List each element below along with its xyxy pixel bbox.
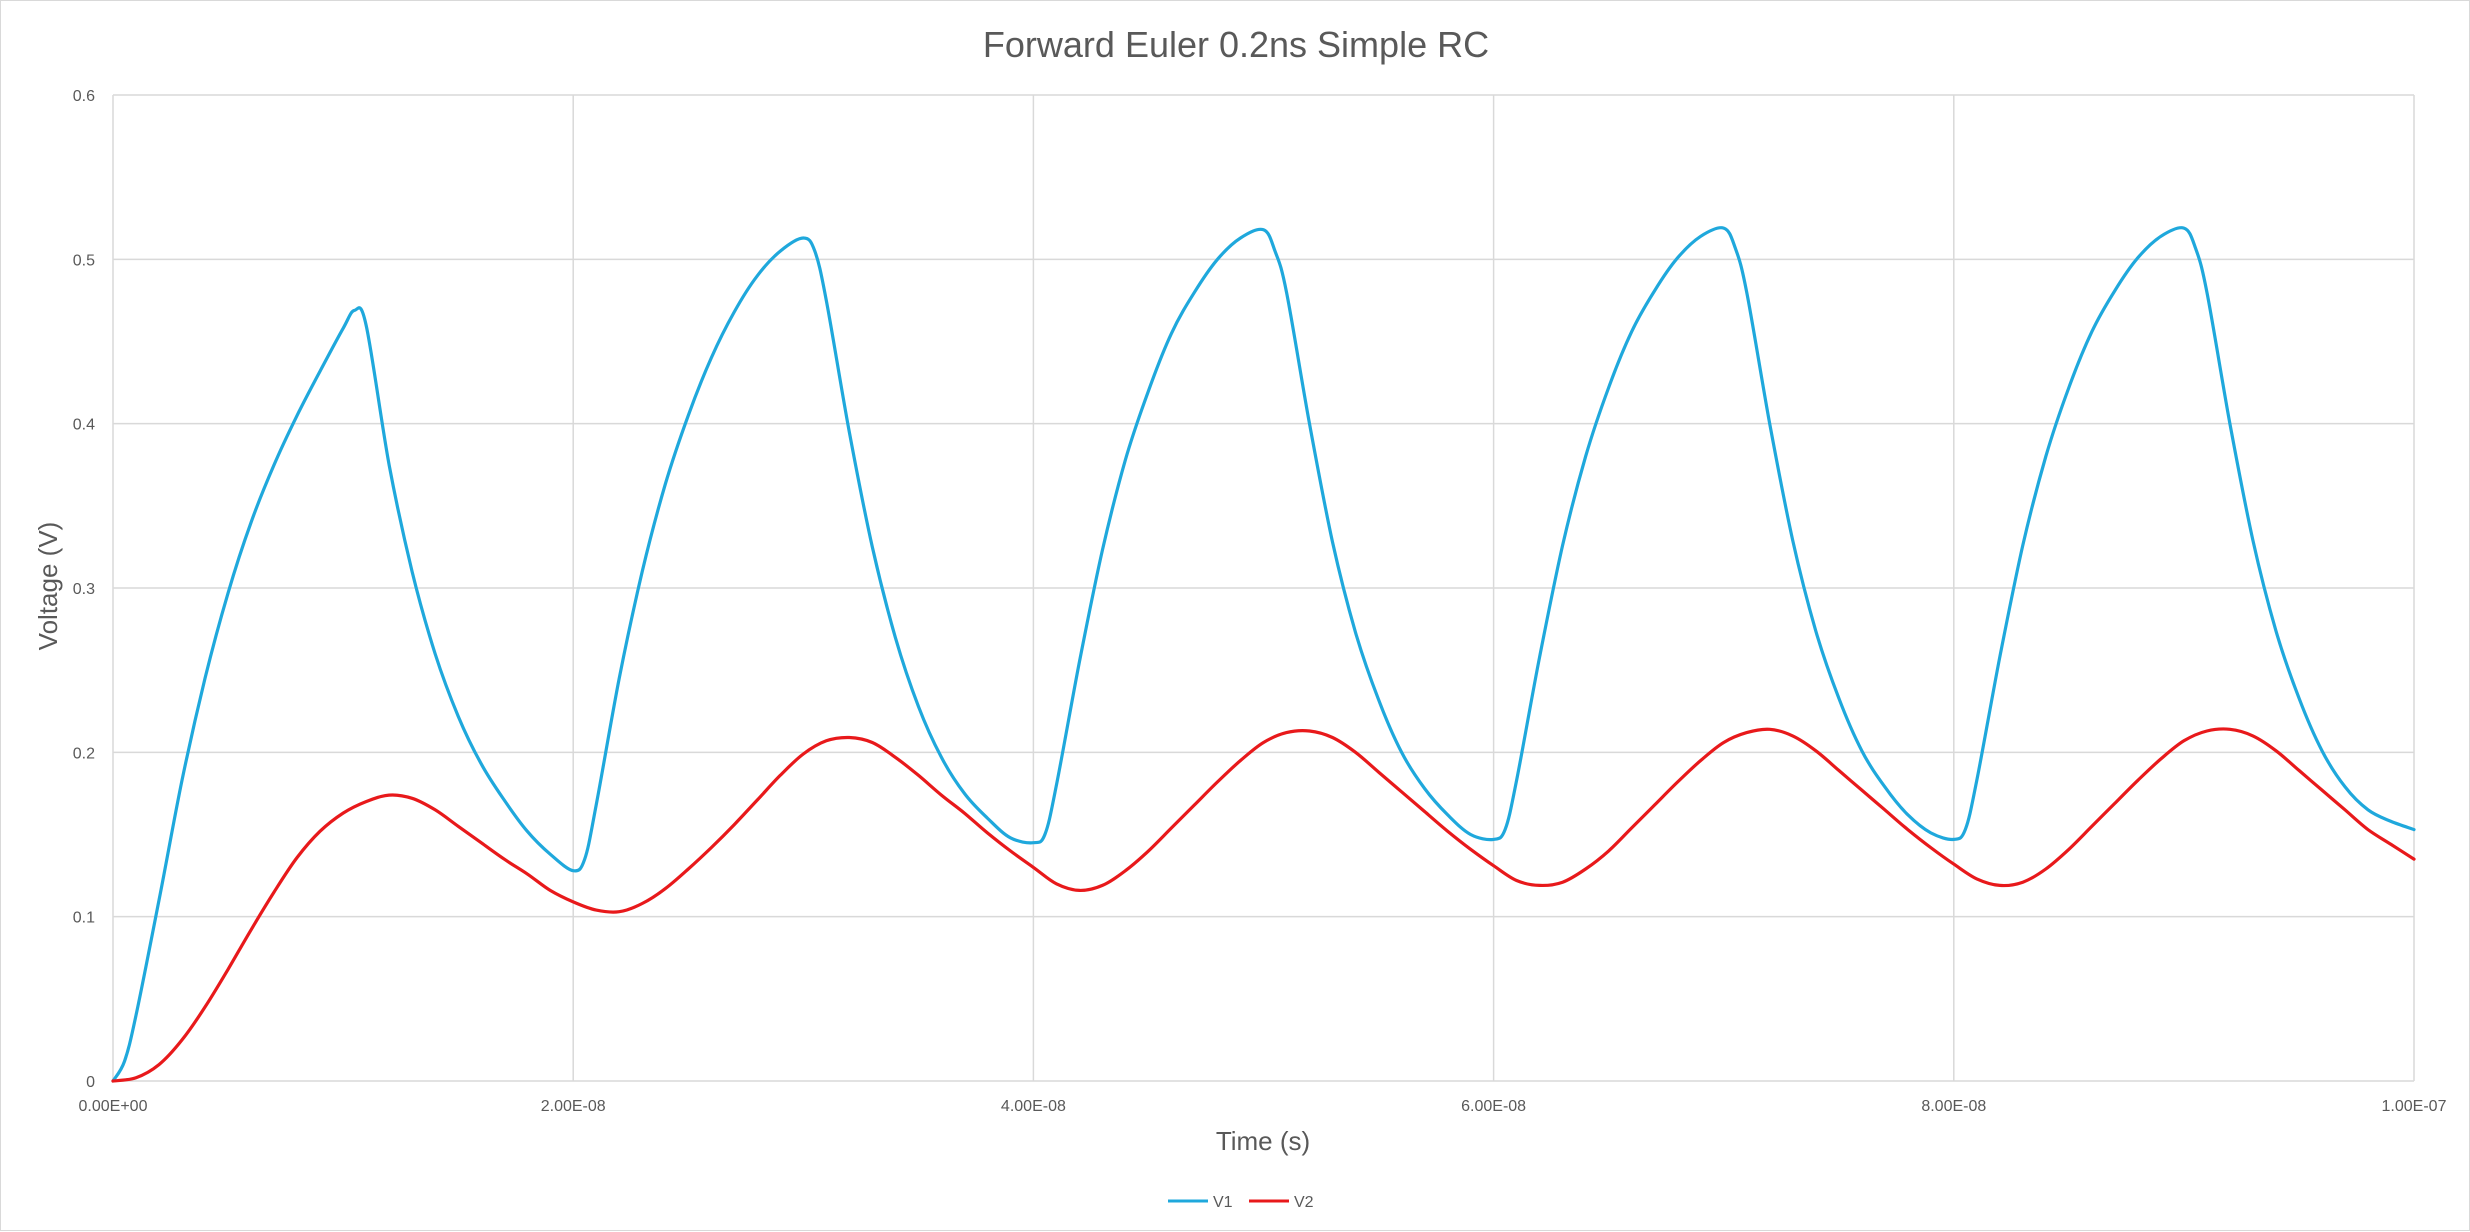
x-tick-label: 0.00E+00 bbox=[79, 1098, 148, 1115]
chart-title: Forward Euler 0.2ns Simple RC bbox=[983, 24, 1489, 65]
y-tick-label: 0.2 bbox=[73, 745, 95, 762]
y-tick-label: 0.3 bbox=[73, 581, 95, 598]
y-axis-ticks: 0 0.1 0.2 0.3 0.4 0.5 0.6 bbox=[73, 88, 95, 1091]
y-axis-title: Voltage (V) bbox=[33, 522, 63, 651]
x-tick-label: 8.00E-08 bbox=[1921, 1098, 1986, 1115]
x-axis-title: Time (s) bbox=[1216, 1126, 1310, 1156]
x-tick-label: 4.00E-08 bbox=[1001, 1098, 1066, 1115]
x-tick-label: 6.00E-08 bbox=[1461, 1098, 1526, 1115]
gridlines bbox=[112, 94, 2415, 1082]
y-tick-label: 0 bbox=[86, 1074, 95, 1091]
x-tick-label: 1.00E-07 bbox=[2382, 1098, 2447, 1115]
legend-label-v2: V2 bbox=[1294, 1194, 1314, 1211]
legend: V1 V2 bbox=[1168, 1194, 1314, 1211]
series-line-v1 bbox=[111, 226, 2416, 1083]
y-tick-label: 0.4 bbox=[73, 417, 95, 434]
y-tick-label: 0.1 bbox=[73, 910, 95, 927]
y-tick-label: 0.5 bbox=[73, 252, 95, 269]
x-tick-label: 2.00E-08 bbox=[541, 1098, 606, 1115]
legend-label-v1: V1 bbox=[1213, 1194, 1233, 1211]
series-lines bbox=[111, 226, 2416, 1083]
x-axis-ticks: 0.00E+00 2.00E-08 4.00E-08 6.00E-08 8.00E-08… bbox=[79, 1098, 2447, 1115]
y-tick-label: 0.6 bbox=[73, 88, 95, 105]
series-line-v2 bbox=[111, 727, 2416, 1083]
